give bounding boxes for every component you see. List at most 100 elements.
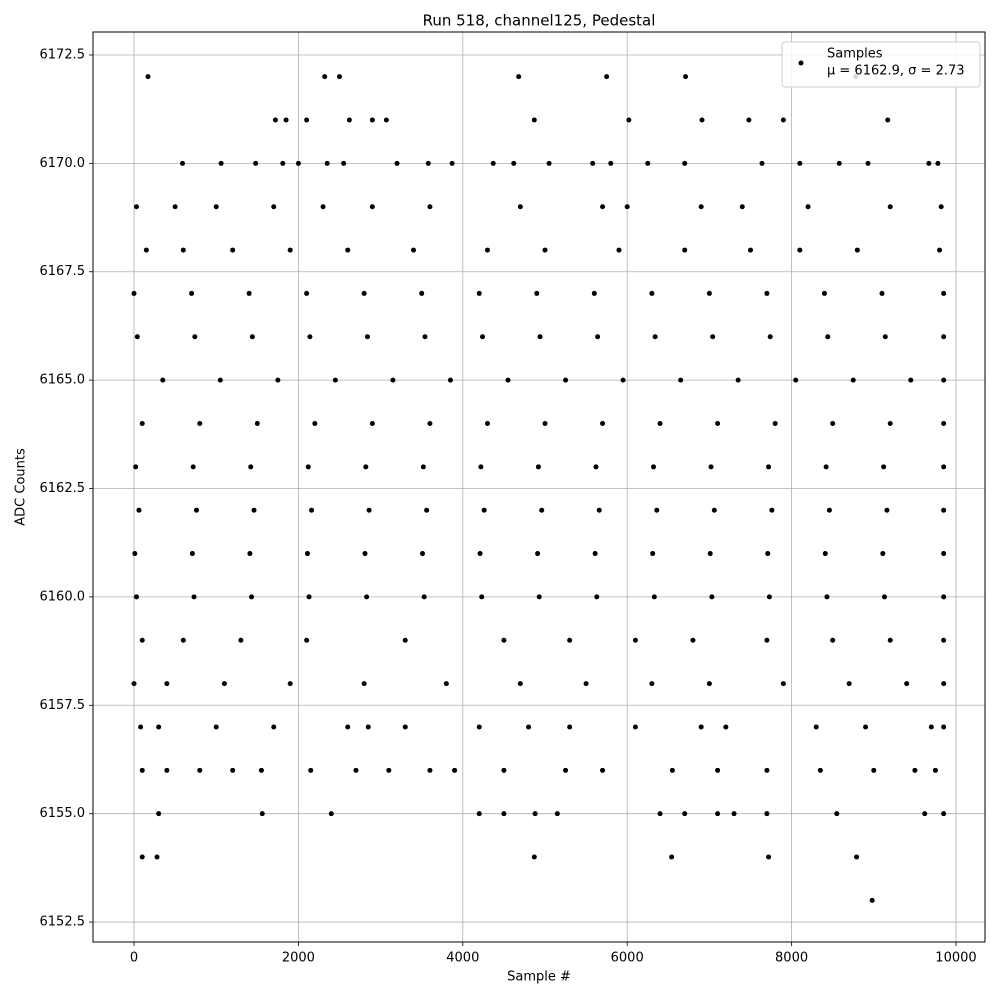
y-tick-label: 6170.0: [40, 156, 86, 171]
y-tick-label: 6157.5: [40, 698, 86, 713]
point: [766, 854, 772, 860]
point: [536, 594, 542, 600]
point: [739, 204, 745, 210]
y-tick-label: 6155.0: [40, 806, 86, 821]
point: [364, 334, 370, 340]
point: [217, 377, 223, 383]
point: [322, 74, 328, 80]
point: [156, 724, 162, 730]
point: [131, 290, 137, 296]
point: [353, 767, 359, 773]
point: [361, 290, 367, 296]
point: [490, 160, 496, 166]
point: [632, 724, 638, 730]
point: [699, 117, 705, 123]
point: [320, 204, 326, 210]
point: [345, 247, 351, 253]
point: [304, 551, 310, 557]
point: [941, 377, 947, 383]
point: [887, 204, 893, 210]
point: [532, 811, 538, 817]
point: [346, 117, 352, 123]
point: [192, 334, 198, 340]
point: [251, 507, 257, 513]
point: [723, 724, 729, 730]
point: [133, 464, 139, 470]
point: [427, 420, 433, 426]
point: [583, 681, 589, 687]
point: [590, 160, 596, 166]
point: [328, 811, 334, 817]
point: [189, 551, 195, 557]
point: [139, 637, 145, 643]
point: [941, 464, 947, 470]
point: [180, 637, 186, 643]
point: [591, 290, 597, 296]
point: [238, 637, 244, 643]
point: [554, 811, 560, 817]
point: [608, 160, 614, 166]
point: [369, 117, 375, 123]
point: [272, 117, 278, 123]
point: [669, 854, 675, 860]
point: [180, 247, 186, 253]
point: [592, 551, 598, 557]
point: [765, 551, 771, 557]
point: [365, 724, 371, 730]
point: [517, 681, 523, 687]
point: [824, 594, 830, 600]
point: [480, 334, 486, 340]
point: [535, 464, 541, 470]
point: [531, 854, 537, 860]
point: [476, 290, 482, 296]
point: [941, 551, 947, 557]
point: [884, 507, 890, 513]
point: [747, 247, 753, 253]
point: [793, 377, 799, 383]
point: [941, 507, 947, 513]
point: [427, 767, 433, 773]
x-tick-label: 6000: [611, 951, 644, 966]
point: [324, 160, 330, 166]
point: [230, 767, 236, 773]
point: [424, 507, 430, 513]
point: [813, 724, 819, 730]
point: [449, 160, 455, 166]
point: [846, 681, 852, 687]
point: [941, 420, 947, 426]
point: [593, 464, 599, 470]
legend-marker: [798, 60, 804, 66]
point: [928, 724, 934, 730]
point: [139, 767, 145, 773]
point: [654, 507, 660, 513]
point: [213, 204, 219, 210]
point: [218, 160, 224, 166]
point: [542, 420, 548, 426]
point: [443, 681, 449, 687]
point: [337, 74, 343, 80]
x-tick-label: 8000: [775, 951, 808, 966]
point: [764, 637, 770, 643]
point: [649, 681, 655, 687]
point: [190, 464, 196, 470]
point: [690, 637, 696, 643]
point: [476, 724, 482, 730]
point: [657, 420, 663, 426]
point: [854, 854, 860, 860]
point: [941, 681, 947, 687]
point: [826, 507, 832, 513]
point: [881, 594, 887, 600]
point: [885, 117, 891, 123]
point: [683, 74, 689, 80]
point: [452, 767, 458, 773]
point: [904, 681, 910, 687]
point: [308, 767, 314, 773]
plot-frame: [92, 31, 986, 943]
point: [850, 377, 856, 383]
point: [259, 811, 265, 817]
point: [797, 160, 803, 166]
point: [854, 247, 860, 253]
point: [594, 594, 600, 600]
point: [652, 334, 658, 340]
point: [871, 767, 877, 773]
